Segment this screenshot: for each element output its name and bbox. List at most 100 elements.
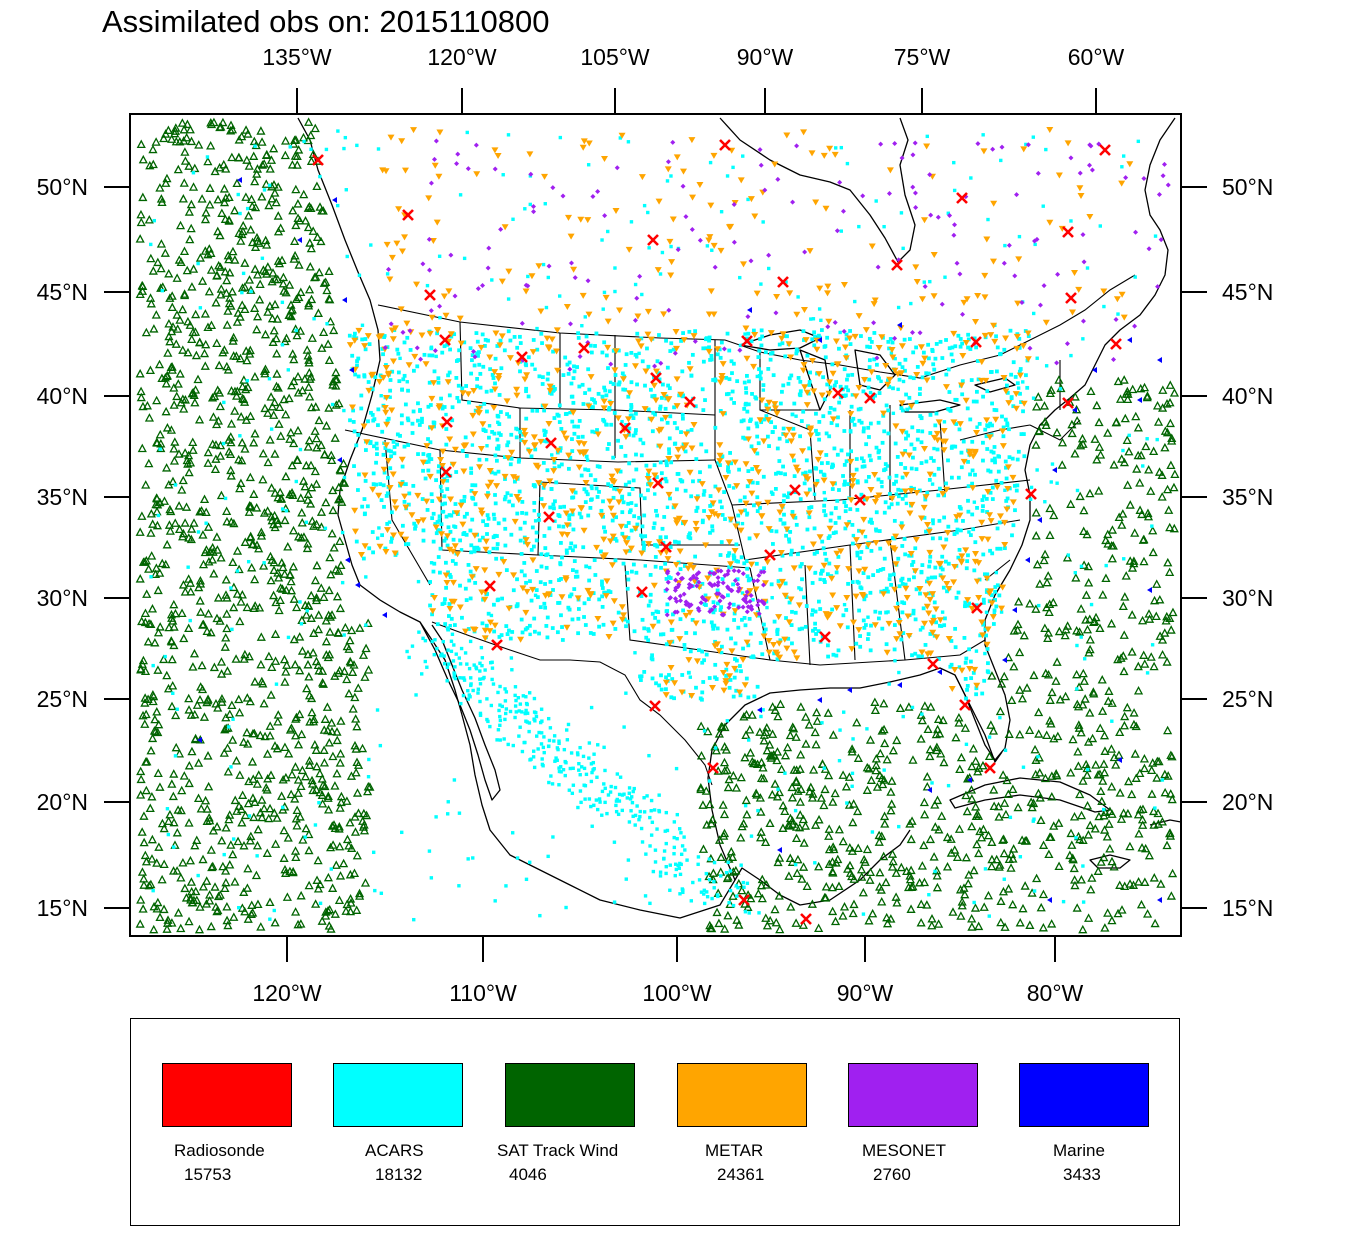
acars-marker	[992, 445, 997, 449]
sat-track-wind-marker	[708, 868, 718, 877]
acars-marker	[342, 475, 347, 480]
sat-track-wind-marker	[168, 616, 178, 625]
sat-track-wind-marker	[257, 676, 267, 686]
sat-track-wind-marker	[188, 445, 198, 454]
sat-track-wind-marker	[267, 555, 277, 564]
axis-tick-marks	[104, 88, 1207, 962]
sat-track-wind-marker	[253, 899, 263, 909]
acars-marker	[351, 408, 356, 413]
sat-track-wind-marker	[240, 304, 250, 313]
acars-marker	[452, 524, 456, 528]
sat-track-wind-marker	[146, 253, 156, 263]
acars-marker	[518, 369, 522, 374]
acars-marker	[534, 588, 539, 592]
sat-track-wind-marker	[1131, 411, 1141, 421]
sat-track-wind-marker	[1000, 798, 1010, 807]
sat-track-wind-marker	[1103, 539, 1113, 548]
acars-marker	[856, 580, 861, 585]
sat-track-wind-marker	[762, 745, 772, 755]
sat-track-wind-marker	[202, 876, 212, 885]
sat-track-wind-marker	[216, 122, 226, 131]
sat-track-wind-marker	[318, 206, 328, 215]
sat-track-wind-marker	[214, 260, 224, 270]
sat-track-wind-marker	[334, 566, 344, 575]
sat-track-wind-marker	[228, 336, 238, 345]
acars-marker	[719, 650, 724, 655]
acars-marker	[438, 570, 442, 575]
acars-marker	[663, 561, 668, 566]
acars-marker	[626, 501, 631, 506]
acars-marker	[780, 341, 785, 346]
sat-track-wind-marker	[796, 702, 806, 711]
sat-track-wind-marker	[311, 402, 321, 411]
sat-track-wind-marker	[714, 835, 725, 844]
acars-marker	[438, 315, 442, 320]
acars-marker	[508, 636, 513, 641]
sat-track-wind-marker	[175, 369, 185, 378]
acars-marker	[944, 537, 949, 542]
sat-track-wind-marker	[180, 587, 190, 596]
acars-marker	[587, 578, 592, 583]
acars-marker	[655, 513, 660, 518]
acars-marker	[951, 444, 956, 448]
acars-marker	[436, 528, 440, 532]
acars-marker	[1005, 423, 1010, 428]
sat-track-wind-marker	[321, 911, 331, 920]
acars-marker	[878, 610, 883, 615]
sat-track-wind-marker	[220, 266, 230, 276]
acars-marker	[867, 336, 872, 341]
acars-marker	[439, 522, 444, 527]
acars-marker	[918, 386, 922, 391]
acars-marker	[446, 800, 450, 804]
acars-marker	[223, 496, 228, 501]
acars-marker	[838, 728, 842, 732]
sat-track-wind-marker	[273, 710, 283, 719]
acars-marker	[659, 632, 663, 637]
acars-marker	[519, 569, 524, 574]
sat-track-wind-marker	[1003, 884, 1014, 893]
acars-marker	[435, 331, 440, 336]
sat-track-wind-marker	[180, 518, 190, 527]
sat-track-wind-marker	[267, 515, 277, 525]
acars-marker	[759, 521, 764, 525]
acars-marker	[746, 331, 751, 336]
sat-track-wind-marker	[136, 392, 146, 402]
acars-marker	[810, 337, 815, 342]
sat-track-wind-marker	[208, 825, 219, 835]
sat-track-wind-marker	[997, 679, 1007, 688]
acars-marker	[461, 676, 465, 680]
acars-marker	[759, 714, 763, 719]
acars-marker	[414, 693, 418, 697]
acars-marker	[747, 576, 752, 581]
acars-marker	[817, 333, 821, 338]
sat-track-wind-marker	[331, 564, 341, 574]
acars-marker	[995, 583, 1000, 588]
sat-track-wind-marker	[306, 372, 316, 381]
left-lat-label: 15°N	[36, 895, 88, 921]
acars-marker	[1018, 367, 1023, 371]
sat-track-wind-marker	[163, 348, 173, 357]
acars-marker	[640, 617, 645, 622]
acars-marker	[613, 627, 618, 631]
acars-marker	[832, 383, 837, 388]
sat-track-wind-marker	[273, 716, 283, 726]
acars-marker	[469, 466, 474, 471]
acars-marker	[790, 641, 794, 646]
sat-track-wind-marker	[756, 827, 766, 836]
acars-marker	[910, 425, 915, 430]
sat-track-wind-marker	[147, 834, 157, 844]
acars-marker	[381, 483, 386, 488]
sat-track-wind-marker	[1106, 618, 1117, 628]
sat-track-wind-marker	[800, 821, 811, 830]
acars-marker	[488, 367, 493, 372]
acars-marker	[691, 479, 695, 484]
acars-marker	[933, 575, 938, 580]
acars-marker	[533, 367, 537, 371]
sat-track-wind-marker	[279, 286, 289, 295]
acars-marker	[567, 360, 572, 365]
acars-marker	[533, 593, 538, 598]
acars-marker	[622, 725, 626, 729]
sat-track-wind-marker	[338, 458, 349, 468]
acars-marker	[416, 579, 421, 584]
sat-track-wind-marker	[293, 213, 303, 222]
